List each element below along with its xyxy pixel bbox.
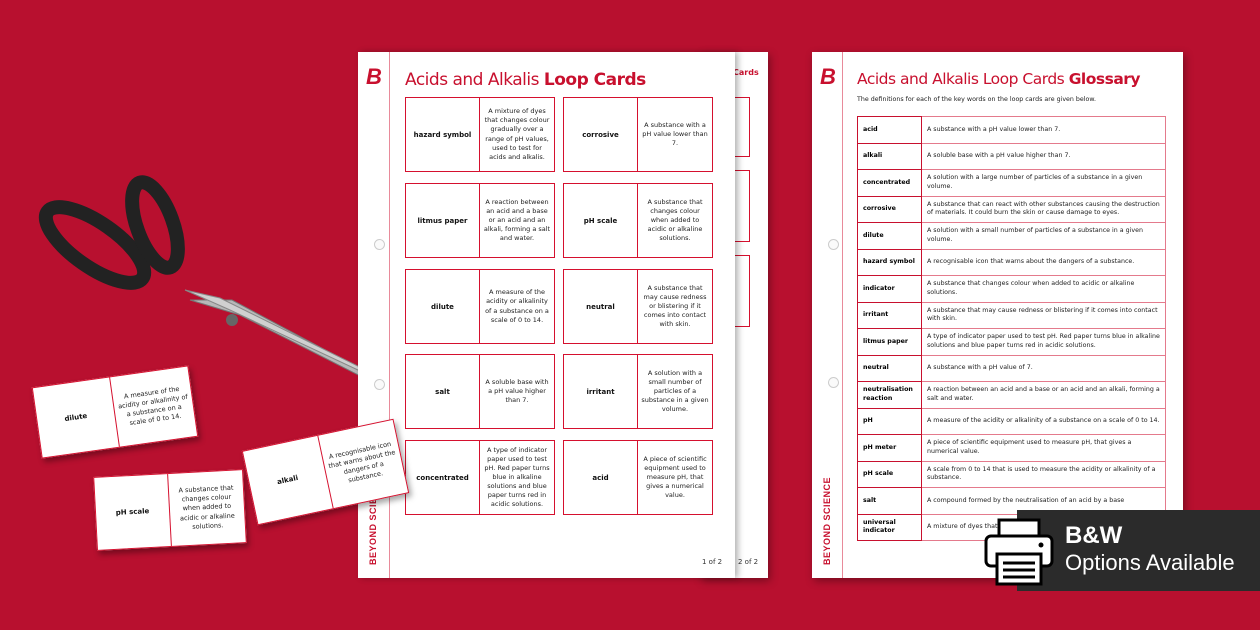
card-term: corrosive: [564, 98, 638, 171]
glossary-definition: A solution with a small number of partic…: [921, 222, 1166, 250]
loop-card: concentrated A type of indicator paper us…: [405, 440, 555, 515]
scissors-blade: [184, 289, 376, 379]
glossary-term: pH scale: [857, 460, 922, 488]
card-definition: A solution with a small number of partic…: [641, 368, 709, 414]
page-title: Acids and Alkalis Loop Cards: [405, 70, 646, 90]
card-definition: A type of indicator paper used to test p…: [484, 445, 550, 509]
card-term: irritant: [564, 355, 638, 428]
card-term: hazard symbol: [406, 98, 480, 171]
glossary-definition: A type of indicator paper used to test p…: [921, 328, 1166, 356]
glossary-row: concentrated A solution with a large numb…: [857, 169, 1166, 197]
glossary-definition: A soluble base with a pH value higher th…: [921, 142, 1166, 170]
glossary-term: pH: [857, 407, 922, 435]
badge-subtitle: Options Available: [1065, 550, 1235, 575]
glossary-row: alkali A soluble base with a pH value hig…: [857, 142, 1166, 170]
glossary-row: neutralisation reaction A reaction betwee…: [857, 381, 1166, 409]
loop-card: neutral A substance that may cause rednes…: [563, 269, 713, 344]
scissors-handle-icon: [38, 175, 185, 290]
card-definition: A mixture of dyes that changes colour gr…: [484, 107, 550, 161]
glossary-definition: A measure of the acidity or alkalinity o…: [921, 407, 1166, 435]
loop-cards-page: B BEYOND SCIENCE Acids and Alkalis Loop …: [358, 52, 735, 578]
glossary-term: litmus paper: [857, 328, 922, 356]
glossary-definition: A scale from 0 to 14 that is used to mea…: [921, 460, 1166, 488]
card-definition: A substance with a pH value lower than 7…: [642, 120, 708, 148]
glossary-row: litmus paper A type of indicator paper us…: [857, 328, 1166, 356]
glossary-definition: A substance with a pH value of 7.: [921, 354, 1166, 382]
glossary-term: indicator: [857, 275, 922, 303]
glossary-definition: A solution with a large number of partic…: [921, 169, 1166, 197]
card-definition: A measure of the acidity or alkalinity o…: [485, 288, 549, 324]
glossary-row: pH scale A scale from 0 to 14 that is use…: [857, 460, 1166, 488]
card-definition: A soluble base with a pH value higher th…: [485, 377, 549, 405]
glossary-term: hazard symbol: [857, 248, 922, 276]
glossary-term: dilute: [857, 222, 922, 250]
page-number: 2 of 2: [738, 558, 759, 566]
glossary-term: neutralisation reaction: [857, 381, 922, 409]
glossary-definition: A reaction between an acid and a base or…: [921, 381, 1166, 409]
loop-card: corrosive A substance with a pH value low…: [563, 97, 713, 172]
card-term: salt: [406, 355, 480, 428]
glossary-row: corrosive A substance that can react with…: [857, 195, 1166, 223]
scissors-image: [38, 175, 380, 387]
glossary-page: B BEYOND SCIENCE Acids and Alkalis Loop …: [812, 52, 1183, 578]
printer-icon: [984, 518, 1054, 586]
loop-card: salt A soluble base with a pH value highe…: [405, 354, 555, 429]
card-definition: A piece of scientific equipment used to …: [643, 454, 707, 500]
page-2-title-fragment: Cards: [733, 68, 759, 77]
scissors-blade: [189, 299, 380, 387]
card-term: concentrated: [406, 441, 480, 514]
glossary-row: pH A measure of the acidity or alkalinity…: [857, 407, 1166, 435]
card-term: dilute: [406, 270, 480, 343]
glossary-row: hazard symbol A recognisable icon that wa…: [857, 248, 1166, 276]
loop-card: hazard symbol A mixture of dyes that chan…: [405, 97, 555, 172]
bw-options-badge: B&W Options Available: [984, 510, 1260, 591]
card-definition: A substance that changes colour when add…: [647, 197, 703, 243]
glossary-definition: A substance that can react with other su…: [921, 195, 1166, 223]
page-number: 1 of 2: [702, 558, 723, 566]
glossary-row: irritant A substance that may cause redne…: [857, 301, 1166, 329]
card-definition: A reaction between an acid and a base or…: [483, 197, 551, 243]
loop-card: dilute A measure of the acidity or alkali…: [405, 269, 555, 344]
glossary-row: pH meter A piece of scientific equipment …: [857, 434, 1166, 462]
glossary-definition: A recognisable icon that warns about the…: [921, 248, 1166, 276]
card-term: litmus paper: [406, 184, 480, 257]
loop-card: litmus paper A reaction between an acid a…: [405, 183, 555, 258]
page-subtitle: The definitions for each of the key word…: [857, 96, 1096, 103]
badge-title: B&W: [1065, 522, 1123, 549]
brand-text: BEYOND SCIENCE: [822, 476, 832, 565]
glossary-term: irritant: [857, 301, 922, 329]
glossary-definition: A substance that may cause redness or bl…: [921, 301, 1166, 329]
logo: B: [366, 64, 382, 89]
glossary-term: acid: [857, 116, 922, 144]
glossary-term: pH meter: [857, 434, 922, 462]
glossary-row: salt A compound formed by the neutralisat…: [857, 487, 1166, 515]
glossary-definition: A substance that changes colour when add…: [921, 275, 1166, 303]
page-title: Acids and Alkalis Loop Cards Glossary: [857, 70, 1141, 88]
glossary-definition: A substance with a pH value lower than 7…: [921, 116, 1166, 144]
glossary-term: neutral: [857, 354, 922, 382]
logo: B: [820, 64, 836, 89]
loop-card: acid A piece of scientific equipment used…: [563, 440, 713, 515]
glossary-term: alkali: [857, 142, 922, 170]
glossary-definition: A piece of scientific equipment used to …: [921, 434, 1166, 462]
glossary-term: concentrated: [857, 169, 922, 197]
loop-card: irritant A solution with a small number o…: [563, 354, 713, 429]
card-term: neutral: [564, 270, 638, 343]
glossary-term: salt: [857, 487, 922, 515]
glossary-row: dilute A solution with a small number of …: [857, 222, 1166, 250]
glossary-term: corrosive: [857, 195, 922, 223]
loose-card[interactable]: pH scale A substance that changes colour…: [93, 469, 247, 551]
glossary-term: universal indicator: [857, 513, 922, 541]
card-term: acid: [564, 441, 638, 514]
glossary-row: indicator A substance that changes colour…: [857, 275, 1166, 303]
glossary-row: neutral A substance with a pH value of 7.: [857, 354, 1166, 382]
card-definition: A substance that may cause redness or bl…: [643, 283, 707, 329]
card-term: pH scale: [564, 184, 638, 257]
glossary-row: acid A substance with a pH value lower th…: [857, 116, 1166, 144]
glossary-table: acid A substance with a pH value lower th…: [857, 116, 1166, 541]
loop-card: pH scale A substance that changes colour …: [563, 183, 713, 258]
